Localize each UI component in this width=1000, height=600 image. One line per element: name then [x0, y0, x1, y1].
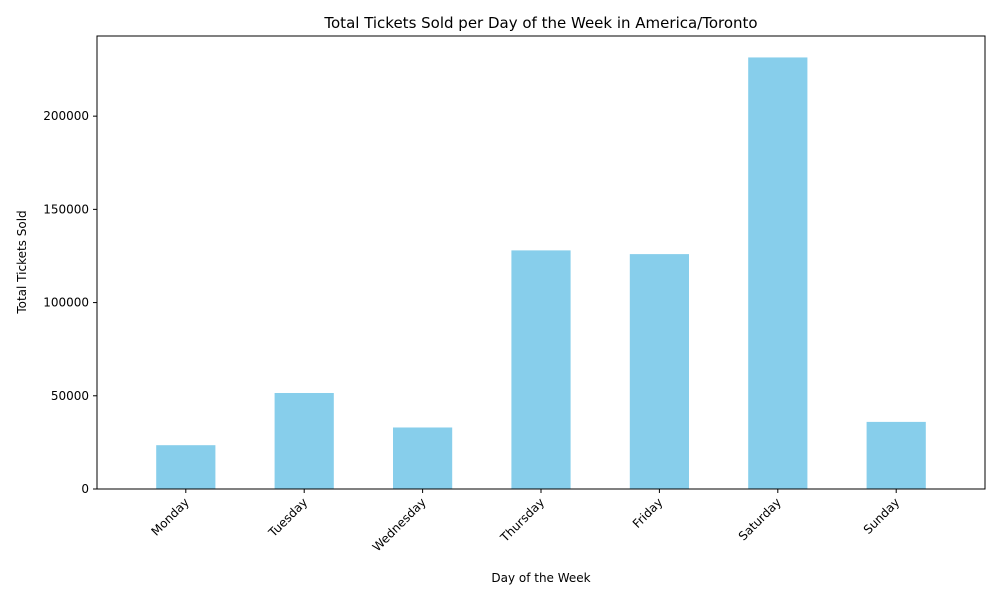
y-tick-label: 150000 — [43, 202, 89, 216]
y-axis-ticks: 0 50000 100000 150000 200000 — [43, 109, 97, 496]
y-tick-label: 0 — [81, 482, 89, 496]
bar-thursday — [511, 250, 571, 489]
bar-sunday — [866, 421, 926, 489]
x-tick-label: Friday — [630, 495, 666, 531]
y-tick-label: 200000 — [43, 109, 89, 123]
x-axis-label: Day of the Week — [491, 571, 590, 585]
y-tick-label: 50000 — [51, 389, 89, 403]
x-tick-label: Tuesday — [265, 495, 310, 540]
bar-friday — [629, 254, 689, 489]
x-tick-label: Monday — [149, 495, 192, 538]
x-tick-label: Sunday — [861, 495, 903, 537]
bar-saturday — [748, 57, 808, 490]
bar-monday — [156, 445, 216, 489]
x-tick-label: Saturday — [736, 495, 784, 543]
chart-title: Total Tickets Sold per Day of the Week i… — [323, 14, 757, 32]
bars-group — [156, 57, 926, 490]
plot-frame — [96, 35, 986, 490]
bar-tuesday — [274, 392, 334, 489]
bar-wednesday — [393, 427, 453, 489]
x-axis-ticks: Monday Tuesday Wednesday Thursday Friday Satu… — [149, 489, 903, 554]
y-axis-label: Total Tickets Sold — [15, 210, 29, 314]
x-tick-label: Thursday — [497, 495, 547, 545]
y-tick-label: 100000 — [43, 296, 89, 310]
x-tick-label: Wednesday — [370, 495, 429, 554]
